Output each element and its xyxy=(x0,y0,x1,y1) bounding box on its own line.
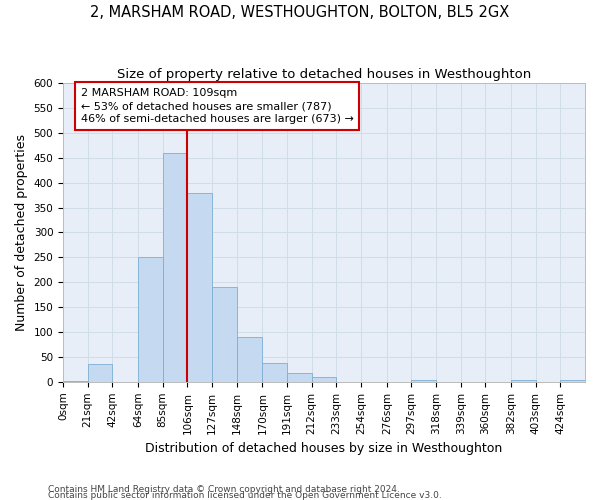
Bar xyxy=(412,380,436,382)
Text: 2, MARSHAM ROAD, WESTHOUGHTON, BOLTON, BL5 2GX: 2, MARSHAM ROAD, WESTHOUGHTON, BOLTON, B… xyxy=(91,5,509,20)
Bar xyxy=(311,377,337,382)
Y-axis label: Number of detached properties: Number of detached properties xyxy=(15,134,28,331)
Text: Contains HM Land Registry data © Crown copyright and database right 2024.: Contains HM Land Registry data © Crown c… xyxy=(48,484,400,494)
X-axis label: Distribution of detached houses by size in Westhoughton: Distribution of detached houses by size … xyxy=(145,442,503,455)
Bar xyxy=(212,287,236,382)
Bar xyxy=(511,380,536,382)
Bar xyxy=(63,381,88,382)
Text: 2 MARSHAM ROAD: 109sqm
← 53% of detached houses are smaller (787)
46% of semi-de: 2 MARSHAM ROAD: 109sqm ← 53% of detached… xyxy=(80,88,353,124)
Bar xyxy=(262,363,287,382)
Bar xyxy=(163,153,187,382)
Title: Size of property relative to detached houses in Westhoughton: Size of property relative to detached ho… xyxy=(117,68,531,80)
Bar xyxy=(287,373,311,382)
Bar xyxy=(138,258,163,382)
Bar xyxy=(187,192,212,382)
Bar xyxy=(236,337,262,382)
Text: Contains public sector information licensed under the Open Government Licence v3: Contains public sector information licen… xyxy=(48,490,442,500)
Bar xyxy=(88,364,112,382)
Bar xyxy=(560,380,585,382)
